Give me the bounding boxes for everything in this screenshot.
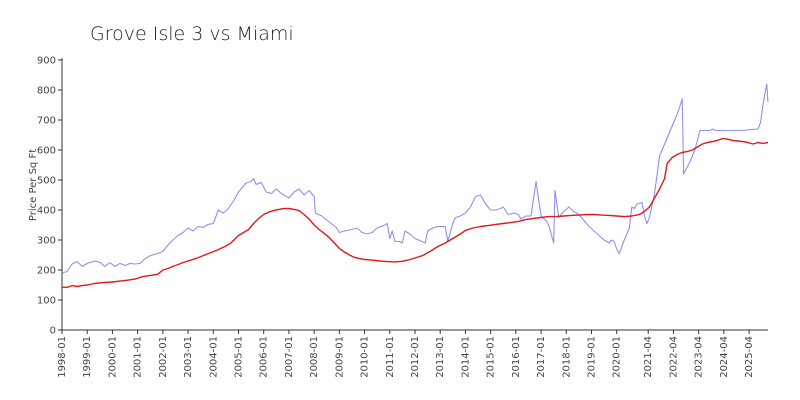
y-tick-label: 800	[37, 86, 56, 97]
x-tick-label: 2022-04	[668, 336, 679, 378]
x-axis: 1998-01 1999-01 2000-01 2001-01 2002-01 2003-…	[57, 329, 768, 378]
x-tick-label: 1998-01	[57, 336, 68, 378]
x-tick-label: 2000-01	[107, 336, 118, 378]
y-tick-label: 500	[37, 176, 56, 187]
series-line-1	[61, 83, 769, 274]
x-tick-label: 2002-01	[158, 336, 169, 378]
x-tick-label: 2010-01	[360, 336, 371, 378]
x-tick-label: 2021-04	[643, 336, 654, 378]
y-tick-label: 600	[37, 146, 56, 157]
x-tick-label: 2001-01	[133, 336, 144, 378]
y-tick-label: 0	[50, 326, 56, 337]
x-tick-label: 1999-01	[82, 336, 93, 378]
x-tick-label: 2024-04	[719, 336, 730, 378]
series-line-2	[61, 137, 769, 289]
y-tick-label: 200	[37, 266, 56, 277]
y-tick-label: 900	[37, 56, 56, 67]
x-tick-label: 2019-01	[587, 336, 598, 378]
x-tick-label: 2003-01	[183, 336, 194, 378]
x-tick-label: 2016-01	[511, 336, 522, 378]
x-tick-label: 2005-01	[234, 336, 245, 378]
x-tick-label: 2013-01	[435, 336, 446, 378]
x-tick-label: 2018-01	[561, 336, 572, 378]
x-tick-label: 2006-01	[259, 336, 270, 378]
y-axis-label: Price Per Sq Ft	[28, 149, 39, 221]
x-tick-label: 2020-01	[612, 336, 623, 378]
x-tick-label: 2015-01	[486, 336, 497, 378]
y-tick-label: 400	[37, 206, 56, 217]
x-tick-label: 2017-01	[536, 336, 547, 378]
x-tick-label: 2007-01	[284, 336, 295, 378]
x-tick-label: 2011-01	[385, 336, 396, 378]
x-tick-label: 2009-01	[334, 336, 345, 378]
x-tick-label: 2012-01	[410, 336, 421, 378]
x-tick-label: 2008-01	[309, 336, 320, 378]
y-tick-label: 300	[37, 236, 56, 247]
x-tick-label: 2025-04	[744, 336, 755, 378]
chart-title: Grove Isle 3 vs Miami	[90, 23, 294, 45]
x-tick-label: 2023-04	[694, 336, 705, 378]
y-tick-label: 100	[37, 296, 56, 307]
y-tick-label: 700	[37, 116, 56, 127]
x-tick-label: 2014-01	[460, 336, 471, 378]
series-layer	[61, 83, 769, 289]
y-axis: 0 100 200 300 400 500 600 700 800 900	[37, 56, 63, 337]
x-tick-label: 2004-01	[208, 336, 219, 378]
